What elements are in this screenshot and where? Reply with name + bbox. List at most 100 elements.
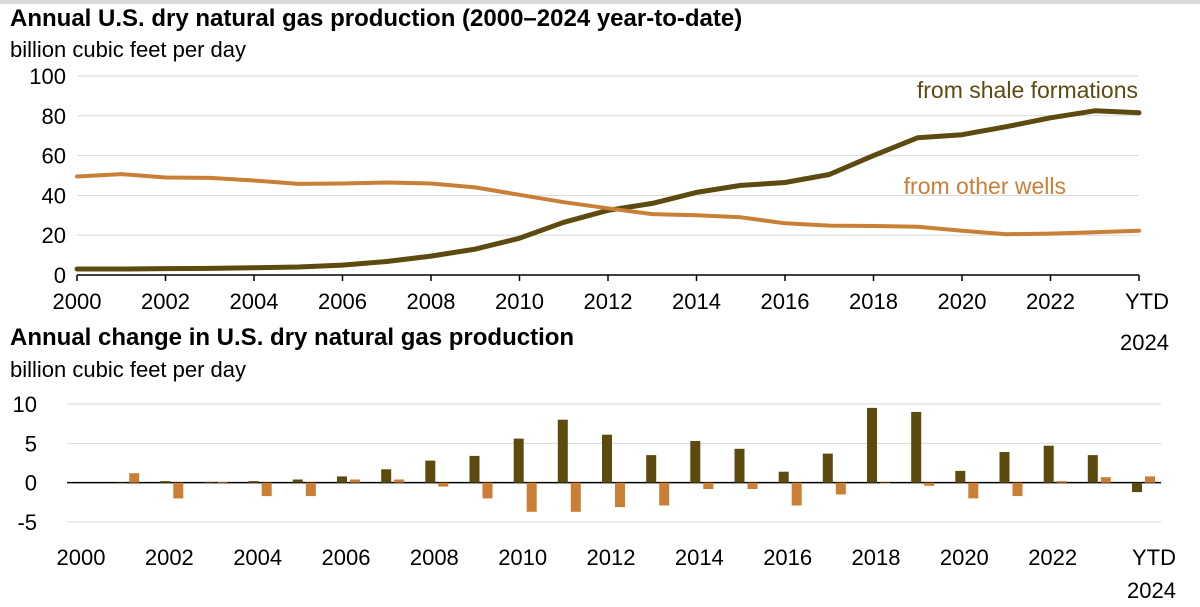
x-tick-label: 2012 xyxy=(587,545,636,570)
y-tick-label: 60 xyxy=(42,144,66,169)
bar-other xyxy=(791,482,802,506)
x-tick-label: 2020 xyxy=(938,289,987,314)
x-tick-label: 2010 xyxy=(495,289,544,314)
bar-other xyxy=(526,482,537,512)
production-chart-x-ticks: 2000 2002 2004 2006 2008 2010 2012 2014 2016 2018… xyxy=(53,275,1169,355)
bar-shale xyxy=(778,471,789,483)
bar-shale xyxy=(911,411,922,483)
bar-other xyxy=(350,479,360,483)
series-line-other xyxy=(75,172,1141,237)
bar-shale xyxy=(1043,445,1054,483)
y-tick-label: 40 xyxy=(42,183,66,208)
x-tick-label: 2024 xyxy=(1120,330,1169,355)
bar-other xyxy=(261,482,272,497)
bar-other xyxy=(1100,477,1111,483)
change-chart-grid xyxy=(67,403,1161,523)
x-tick-label: 2006 xyxy=(318,289,367,314)
bar-other xyxy=(173,482,184,499)
y-tick-label: 0 xyxy=(54,263,66,288)
bar-shale xyxy=(425,460,436,483)
bar-other xyxy=(394,479,405,483)
x-tick-label: 2000 xyxy=(53,289,102,314)
bar-shale xyxy=(513,438,524,483)
bar-other xyxy=(880,482,890,484)
bar-shale xyxy=(602,434,612,483)
x-tick-label: 2022 xyxy=(1026,289,1075,314)
change-chart-bars xyxy=(116,407,1155,512)
bar-shale xyxy=(690,441,701,483)
production-chart-title: Annual U.S. dry natural gas production (… xyxy=(10,5,742,32)
x-tick-label: 2002 xyxy=(145,545,194,570)
bar-other xyxy=(570,482,581,512)
bar-shale xyxy=(1087,455,1098,483)
bar-other xyxy=(968,482,979,499)
x-tick-label: YTD xyxy=(1132,545,1176,570)
bar-other xyxy=(703,482,714,489)
x-tick-label: 2010 xyxy=(498,545,547,570)
bar-other xyxy=(835,482,846,495)
x-tick-label: 2008 xyxy=(410,545,459,570)
change-chart-x-ticks: 2000 2002 2004 2006 2008 2010 2012 2014 2016 2018… xyxy=(57,545,1176,603)
y-tick-label: -5 xyxy=(17,510,37,535)
x-tick-label: 2018 xyxy=(849,289,898,314)
bar-shale xyxy=(204,481,215,483)
x-tick-label: 2018 xyxy=(852,545,901,570)
bar-shale xyxy=(999,452,1010,483)
y-tick-label: 80 xyxy=(42,104,66,129)
change-chart-y-ticks: -5 0 5 10 xyxy=(13,392,37,535)
x-tick-label: 2004 xyxy=(230,289,279,314)
bar-other xyxy=(305,482,316,497)
production-chart: Annual U.S. dry natural gas production (… xyxy=(10,5,1169,355)
y-tick-label: 0 xyxy=(25,471,37,496)
bar-other xyxy=(924,482,935,486)
x-tick-label: 2004 xyxy=(233,545,282,570)
x-tick-label: 2012 xyxy=(584,289,633,314)
bar-shale xyxy=(248,481,259,483)
x-tick-label: 2014 xyxy=(672,289,721,314)
series-label-other: from other wells xyxy=(904,173,1066,199)
bar-other xyxy=(438,482,449,487)
series-label-shale: from shale formations xyxy=(917,77,1138,103)
x-tick-label: 2020 xyxy=(940,545,989,570)
x-tick-label: 2000 xyxy=(57,545,106,570)
y-tick-label: 10 xyxy=(13,392,37,417)
bar-shale xyxy=(1132,482,1142,493)
x-tick-label: 2016 xyxy=(763,545,812,570)
bar-other xyxy=(1012,482,1023,497)
bar-shale xyxy=(381,469,392,483)
bar-shale xyxy=(116,482,127,484)
x-tick-label: 2024 xyxy=(1127,578,1176,603)
top-border xyxy=(0,0,1200,4)
x-tick-label: 2016 xyxy=(761,289,810,314)
bar-other xyxy=(1145,476,1155,483)
bar-shale xyxy=(469,455,480,483)
x-tick-label: 2006 xyxy=(322,545,371,570)
x-tick-label: 2014 xyxy=(675,545,724,570)
bar-other xyxy=(615,482,625,508)
bar-shale xyxy=(822,453,833,483)
bar-shale xyxy=(955,470,966,483)
production-chart-lines xyxy=(74,108,1142,272)
y-tick-label: 5 xyxy=(25,431,37,456)
bar-shale xyxy=(557,419,568,483)
bar-other xyxy=(217,481,228,483)
y-tick-label: 20 xyxy=(42,223,66,248)
change-chart-title: Annual change in U.S. dry natural gas pr… xyxy=(10,324,574,351)
bar-shale xyxy=(734,448,745,483)
x-tick-label: 2002 xyxy=(141,289,190,314)
bar-other xyxy=(129,473,140,483)
y-tick-label: 100 xyxy=(29,64,66,89)
x-tick-label: YTD xyxy=(1125,289,1169,314)
bar-other xyxy=(482,482,493,499)
bar-other xyxy=(747,482,758,489)
x-tick-label: 2022 xyxy=(1028,545,1077,570)
change-chart-unit: billion cubic feet per day xyxy=(10,357,246,382)
bar-shale xyxy=(292,479,303,483)
bar-shale xyxy=(337,476,347,483)
production-chart-unit: billion cubic feet per day xyxy=(10,37,246,62)
bar-shale xyxy=(160,481,171,483)
change-chart: Annual change in U.S. dry natural gas pr… xyxy=(10,324,1176,603)
bar-other xyxy=(659,482,670,506)
bar-other xyxy=(1056,481,1067,483)
